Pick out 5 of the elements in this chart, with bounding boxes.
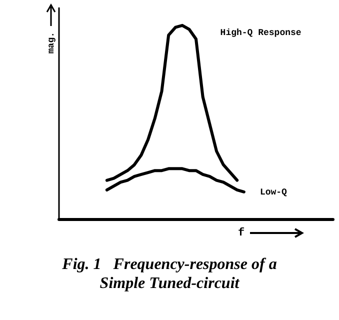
text: High-Q Response — [220, 28, 302, 38]
text: Fig. 1 Frequency-response of a Simple Tuned-circuit — [62, 255, 277, 293]
x-axis-title: f — [238, 226, 245, 240]
y-axis-title: mag. — [46, 32, 56, 54]
series-label: Low-Q — [260, 187, 288, 198]
